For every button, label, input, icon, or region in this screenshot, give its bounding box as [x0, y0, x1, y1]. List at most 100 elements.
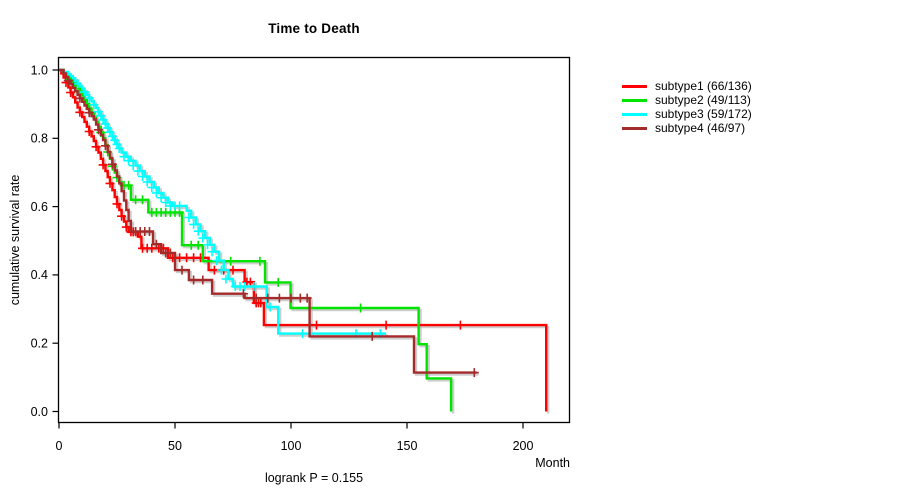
censor-mark — [142, 177, 152, 187]
censor-mark — [455, 320, 465, 330]
plot-frame — [57, 56, 571, 424]
legend-label: subtype2 (49/113) — [655, 93, 751, 107]
censor-mark — [469, 368, 479, 378]
censor-mark — [198, 233, 208, 243]
series-subtype1 — [59, 68, 548, 412]
censor-mark — [240, 282, 250, 291]
x-axis-label: Month — [535, 456, 570, 470]
y-tick-label: 0.2 — [31, 337, 48, 351]
legend-item-subtype4: subtype4 (46/97) — [622, 121, 752, 135]
censor-mark — [117, 211, 127, 221]
x-tick-label: 200 — [513, 439, 534, 453]
censor-mark — [147, 183, 157, 192]
censor-mark — [312, 320, 321, 330]
survival-curve-shadow-subtype1 — [61, 70, 550, 414]
censor-mark — [184, 213, 194, 222]
censor-mark — [107, 159, 117, 169]
censor-mark — [263, 293, 273, 303]
legend-item-subtype2: subtype2 (49/113) — [622, 93, 752, 107]
legend-line-sample — [622, 98, 647, 102]
censor-mark — [138, 195, 147, 205]
censor-mark — [121, 222, 131, 232]
censor-mark — [145, 227, 154, 236]
censor-mark — [265, 302, 275, 312]
censor-mark — [228, 265, 238, 275]
logrank-annotation: logrank P = 0.155 — [264, 471, 364, 485]
censor-mark — [193, 226, 203, 236]
censor-mark — [161, 198, 171, 207]
censor-mark — [255, 256, 265, 266]
censor-mark — [198, 275, 208, 285]
censor-mark — [133, 166, 143, 176]
censor-mark — [128, 161, 138, 171]
censor-mark — [84, 108, 94, 118]
x-tick-label: 0 — [56, 439, 63, 453]
y-tick-label: 1.0 — [31, 63, 48, 77]
censor-mark — [274, 293, 284, 303]
censor-mark — [238, 289, 248, 299]
legend-line-sample — [622, 112, 647, 116]
censor-mark — [175, 201, 185, 211]
y-axis-label: cumulative survival rate — [8, 174, 22, 306]
censor-mark — [100, 141, 110, 151]
survival-curve-shadow-subtype4 — [61, 70, 479, 376]
y-tick-label: 0.4 — [31, 268, 48, 282]
censor-mark — [189, 275, 199, 285]
censor-mark — [98, 160, 108, 170]
censor-mark — [80, 87, 89, 97]
legend-item-subtype1: subtype1 (66/136) — [622, 79, 752, 93]
censor-mark — [286, 293, 296, 303]
censor-mark — [84, 127, 94, 136]
chart-title: Time to Death — [268, 21, 360, 36]
censor-mark — [66, 88, 76, 97]
censor-mark — [63, 76, 73, 86]
series-subtype2 — [59, 68, 453, 412]
censor-mark — [73, 79, 83, 89]
survival-curve — [59, 68, 453, 412]
censor-mark — [151, 239, 161, 249]
legend-line-sample — [622, 126, 647, 130]
censor-mark — [298, 329, 308, 339]
censor-mark — [91, 142, 101, 152]
censor-mark — [75, 107, 85, 117]
censor-mark — [193, 240, 203, 250]
censor-mark — [84, 93, 94, 103]
x-tick-label: 50 — [168, 439, 182, 453]
legend-label: subtype1 (66/136) — [655, 79, 752, 93]
y-tick-label: 0.0 — [31, 405, 48, 419]
x-tick-label: 150 — [397, 439, 418, 453]
series-subtype4 — [59, 68, 479, 378]
censor-mark — [151, 188, 161, 198]
survival-curve — [59, 68, 548, 412]
censor-mark — [124, 180, 134, 190]
legend-item-subtype3: subtype3 (59/172) — [622, 107, 752, 121]
censor-mark — [189, 219, 199, 229]
censor-mark — [356, 303, 366, 313]
censor-mark — [212, 256, 222, 266]
censor-mark — [256, 298, 266, 308]
survival-curve — [59, 68, 387, 335]
x-tick-label: 100 — [281, 439, 302, 453]
censor-mark — [226, 256, 236, 266]
censor-mark — [381, 320, 391, 330]
legend-label: subtype4 (46/97) — [655, 121, 746, 135]
censor-mark — [114, 144, 124, 153]
legend: subtype1 (66/136) subtype2 (49/113) subtyp… — [622, 79, 752, 135]
legend-line-sample — [622, 84, 647, 88]
censor-mark — [273, 277, 283, 287]
censor-mark — [165, 248, 175, 258]
censor-mark — [75, 93, 85, 103]
censor-mark — [93, 125, 103, 135]
censor-mark — [251, 293, 261, 303]
censor-mark — [105, 178, 115, 188]
censor-mark — [138, 172, 147, 181]
censor-mark — [156, 193, 166, 203]
y-tick-label: 0.6 — [31, 200, 48, 214]
censor-mark — [112, 199, 122, 209]
censor-mark — [302, 293, 312, 303]
y-tick-label: 0.8 — [31, 132, 48, 146]
censor-mark — [207, 247, 217, 257]
censor-mark — [221, 274, 231, 284]
censor-mark — [203, 240, 212, 250]
